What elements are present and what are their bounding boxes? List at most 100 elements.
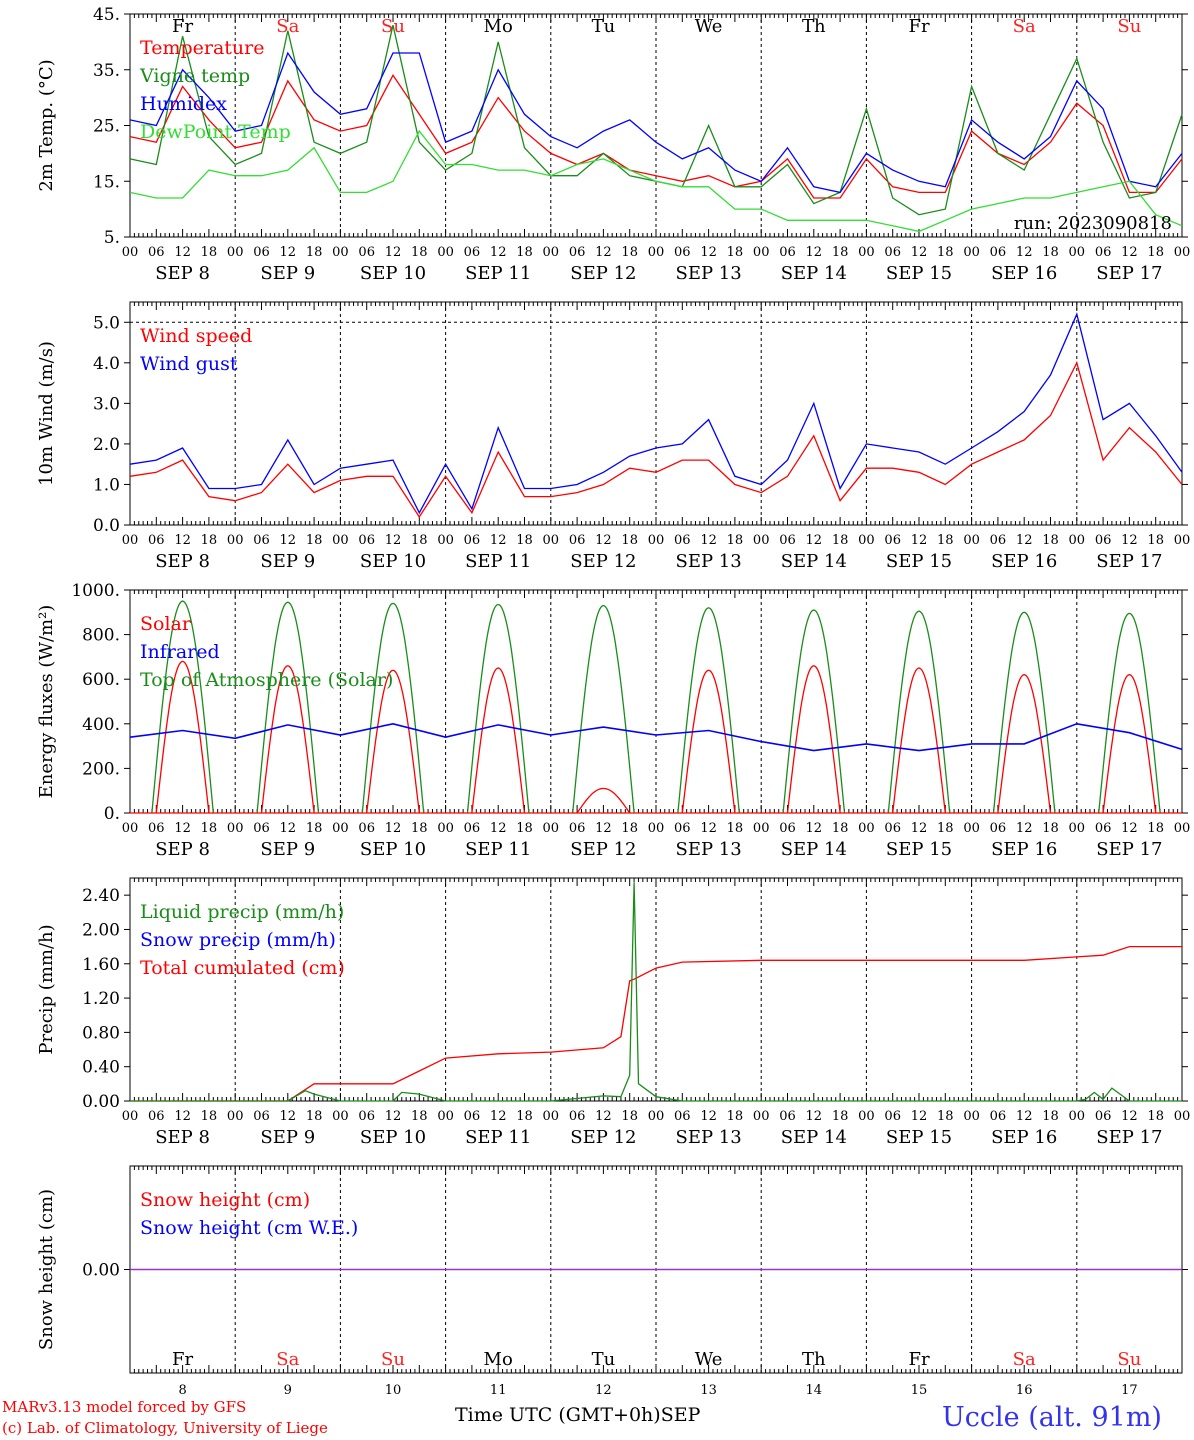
hour-tick-label: 18 [201,533,218,548]
series-line-red [130,945,1182,1102]
date-label: SEP 17 [1096,839,1162,860]
date-label: SEP 12 [570,263,636,284]
legend-entry: Top of Atmosphere (Solar) [140,669,393,691]
hour-tick-label: 06 [674,533,691,548]
hour-tick-label: 12 [385,821,402,836]
date-label: SEP 12 [570,1127,636,1148]
hour-tick-label: 18 [516,1109,533,1124]
hour-tick-label: 12 [1016,821,1033,836]
hour-tick-label: 00 [648,1109,665,1124]
hour-tick-label: 06 [358,533,375,548]
hour-tick-label: 18 [411,245,428,260]
date-label: SEP 13 [675,263,741,284]
hour-tick-label: 18 [411,1109,428,1124]
hour-tick-label: 06 [253,1109,270,1124]
hour-tick-label: 06 [674,245,691,260]
hour-tick-label: 06 [358,245,375,260]
hour-tick-label: 00 [648,245,665,260]
hour-tick-label: 00 [753,533,770,548]
y-tick-label: 3.0 [93,394,120,414]
date-label: SEP 15 [886,551,952,572]
hour-tick-label: 12 [700,821,717,836]
y-tick-label: 1.20 [82,989,120,1009]
hour-tick-label: 00 [543,245,560,260]
hour-tick-label: 18 [727,533,744,548]
y-tick-label: 35. [93,61,120,81]
hour-tick-label: 00 [753,1109,770,1124]
hour-tick-label: 06 [464,1109,481,1124]
hour-tick-label: 00 [227,533,244,548]
hour-tick-label: 00 [963,533,980,548]
panel-frame-2 [129,589,1183,814]
hour-tick-label: 18 [201,1109,218,1124]
hour-tick-label: 06 [569,1109,586,1124]
date-label: SEP 14 [781,1127,847,1148]
hour-tick-label: 18 [306,245,323,260]
y-tick-label: 200. [82,759,120,779]
date-label: SEP 17 [1096,1127,1162,1148]
legend-entry: DewPoint Temp [140,121,291,143]
series-line-blue [129,51,1183,194]
hour-tick-label: 00 [963,821,980,836]
hour-tick-label: 18 [516,821,533,836]
hour-tick-label: 18 [411,821,428,836]
hour-tick-label: 00 [332,1109,349,1124]
hour-tick-label: 00 [332,821,349,836]
hour-tick-label: 18 [1042,821,1059,836]
hour-tick-label: 18 [621,821,638,836]
date-label: SEP 11 [465,1127,531,1148]
hour-tick-label: 18 [727,821,744,836]
hour-tick-label: 00 [122,1109,139,1124]
hour-tick-label: 06 [884,1109,901,1124]
hour-tick-label: 00 [648,533,665,548]
hour-tick-label: 18 [201,245,218,260]
date-label: SEP 14 [781,551,847,572]
hour-tick-label: 18 [621,533,638,548]
day-name: Th [802,16,826,37]
hour-tick-label: 06 [1095,533,1112,548]
hour-tick-label: 18 [1147,245,1164,260]
hour-tick-label: 00 [1174,1109,1191,1124]
hour-tick-label: 12 [1016,1109,1033,1124]
day-number: 9 [284,1383,292,1398]
y-tick-label: 600. [82,670,120,690]
hour-tick-label: 12 [490,245,507,260]
hour-tick-label: 12 [490,821,507,836]
hour-tick-label: 12 [280,245,297,260]
hour-tick-label: 18 [937,533,954,548]
hour-tick-label: 00 [1174,821,1191,836]
series-line-solar [155,660,1157,814]
hour-tick-label: 06 [569,533,586,548]
hour-tick-label: 00 [1069,533,1086,548]
y-tick-label: 4.0 [93,354,120,374]
day-name-bottom: Su [381,1349,405,1370]
hour-tick-label: 00 [122,533,139,548]
hour-tick-label: 06 [884,533,901,548]
x-axis-title-text: Time UTC (GMT+0h) [455,1404,661,1426]
series-line-infrared [129,722,1183,752]
legend-entry: Wind gust [140,353,238,375]
footer-lab: (c) Lab. of Climatology, University of L… [2,1419,328,1437]
hour-tick-label: 00 [1069,821,1086,836]
hour-tick-label: 12 [911,1109,928,1124]
day-name-bottom: Mo [484,1349,513,1370]
date-label: SEP 13 [675,839,741,860]
day-number: 11 [490,1383,507,1398]
date-label: SEP 15 [886,263,952,284]
date-label: SEP 15 [886,839,952,860]
series-line-blue [129,312,1183,515]
hour-tick-label: 06 [779,1109,796,1124]
hour-tick-label: 12 [385,245,402,260]
date-label: SEP 14 [781,839,847,860]
day-number: 13 [700,1383,717,1398]
hour-tick-label: 12 [911,533,928,548]
date-label: SEP 17 [1096,263,1162,284]
hour-tick-label: 06 [464,533,481,548]
series-line-ltgreen [129,129,1183,233]
hour-tick-label: 06 [358,821,375,836]
date-label: SEP 16 [991,839,1057,860]
y-tick-label: 0.00 [82,1261,120,1281]
date-label: SEP 10 [360,263,426,284]
y-tick-label: 1.60 [82,955,120,975]
